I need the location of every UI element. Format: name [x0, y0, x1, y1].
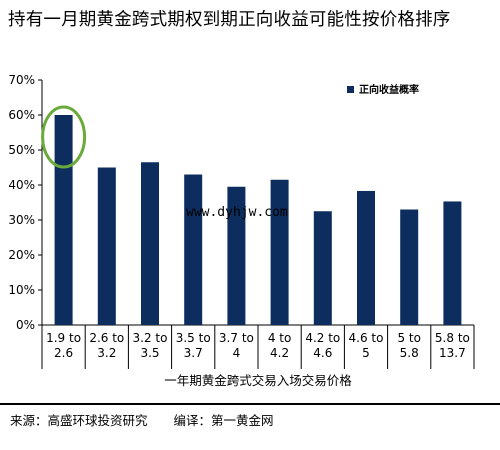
x-tick-label: 4.6 [313, 346, 332, 360]
chart: 0%10%20%30%40%50%60%70% 1.9 to2.62.6 to3… [8, 73, 475, 388]
x-tick-label: 13.7 [439, 346, 466, 360]
x-tick-label: 4.6 to [349, 331, 384, 345]
x-tick-label: 4.2 [270, 346, 289, 360]
page-title: 持有一月期黄金跨式期权到期正向收益可能性按价格排序 [8, 10, 451, 30]
bar [54, 115, 73, 325]
legend: 正向收益概率 [347, 83, 419, 96]
x-tick-label: 4 [233, 346, 241, 360]
footer: 来源：高盛环球投资研究 编译：第一黄金网 [10, 410, 274, 429]
highlight-ellipse [41, 105, 87, 169]
x-tick-label: 3.7 [184, 346, 203, 360]
x-tick-label: 3.5 to [176, 331, 211, 345]
x-tick-label: 3.5 [140, 346, 159, 360]
y-tick-label: 10% [8, 283, 35, 297]
x-axis: 1.9 to2.6 2.6 to3.2 3.2 to3.5 3.5 to3.7 3.7 … [41, 324, 475, 369]
watermark: www.dyhjw.com [186, 205, 288, 220]
y-tick-label: 40% [8, 178, 35, 192]
bar [357, 190, 375, 325]
x-tick-label: 3.2 [97, 346, 116, 360]
bar [443, 201, 462, 325]
y-tick-label: 60% [8, 108, 35, 122]
x-axis-title: 一年期黄金跨式交易入场交易价格 [164, 373, 352, 388]
bar [270, 179, 289, 325]
y-tick-label: 70% [8, 73, 35, 87]
x-tick-label: 2.6 [54, 346, 73, 360]
bar [184, 174, 203, 325]
x-tick-label: 5 to [397, 331, 421, 345]
y-tick-label: 50% [8, 143, 35, 157]
bars [54, 115, 462, 325]
y-tick-label: 30% [8, 213, 35, 227]
x-tick-label: 4.2 to [305, 331, 340, 345]
bar [227, 186, 246, 325]
x-tick-label: 3.7 to [219, 331, 254, 345]
legend-label: 正向收益概率 [359, 83, 419, 96]
x-tick-label: 5 [362, 346, 370, 360]
x-tick-label: 1.9 to [46, 331, 81, 345]
y-axis: 0% 10% 20% 30% 40% 50% 60% 70% [8, 73, 43, 332]
x-tick-label: 2.6 to [89, 331, 124, 345]
bar [97, 167, 116, 325]
x-tick-label: 5.8 [400, 346, 419, 360]
bar [313, 211, 332, 325]
footer-source: 来源：高盛环球投资研究 [10, 413, 148, 428]
y-tick-label: 20% [8, 248, 35, 262]
x-tick-label: 3.2 to [133, 331, 168, 345]
y-tick-label: 0% [16, 318, 35, 332]
bar [141, 162, 159, 325]
legend-swatch [347, 86, 354, 93]
bar [400, 209, 419, 325]
x-tick-label: 5.8 to [435, 331, 470, 345]
highlight-circle [41, 105, 87, 169]
footer-translator: 编译：第一黄金网 [173, 413, 274, 428]
footer-divider [0, 403, 500, 405]
x-tick-label: 4 to [268, 331, 292, 345]
